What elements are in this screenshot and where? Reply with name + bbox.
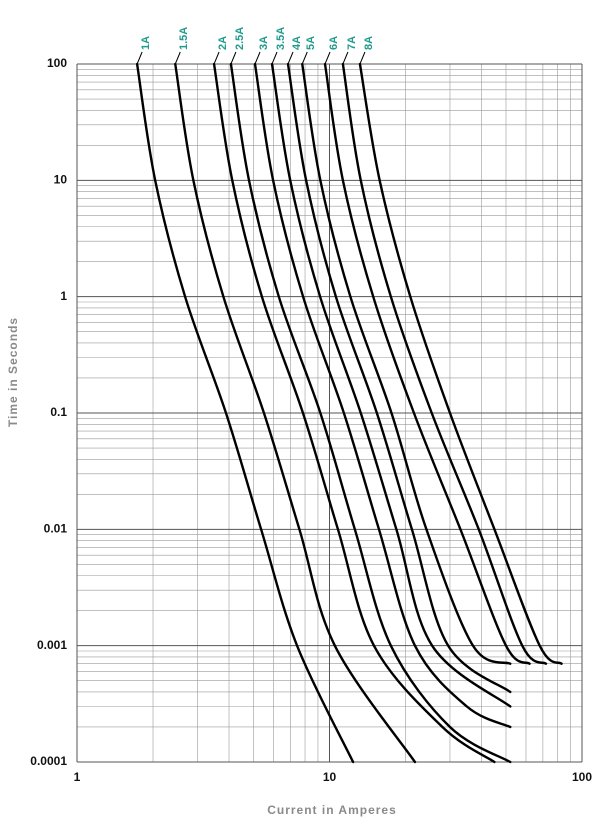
label-leader xyxy=(254,51,261,65)
fuse-curve xyxy=(253,62,512,729)
fuse-curve xyxy=(286,62,512,694)
label-leader xyxy=(342,51,349,65)
fuse-curve xyxy=(323,62,531,665)
series-label: 8A xyxy=(363,36,375,50)
fuse-curve xyxy=(341,62,548,665)
series-label: 5A xyxy=(305,36,317,50)
fuse-curve xyxy=(229,62,512,764)
x-tick-label: 10 xyxy=(323,770,337,784)
label-leader xyxy=(174,51,181,65)
fuse-curve xyxy=(212,62,496,764)
y-tick-label: 10 xyxy=(54,173,68,187)
label-leader xyxy=(324,51,331,65)
fuse-curve xyxy=(270,62,512,708)
series-label: 2A xyxy=(217,36,229,50)
label-leader xyxy=(287,51,294,65)
label-leader xyxy=(359,51,366,65)
series-label: 3A xyxy=(258,36,270,50)
label-leader xyxy=(213,51,220,65)
y-tick-label: 0.01 xyxy=(44,522,68,536)
label-leader xyxy=(271,51,278,65)
series-label: 1A xyxy=(140,36,152,50)
x-axis-title: Current in Amperes xyxy=(267,803,397,817)
series-label: 4A xyxy=(291,36,303,50)
x-tick-label: 100 xyxy=(572,770,592,784)
fuse-curve xyxy=(358,62,563,665)
x-tick-label: 1 xyxy=(74,770,81,784)
y-tick-label: 0.1 xyxy=(50,405,67,419)
fuse-curve xyxy=(174,62,417,764)
y-axis-title: Time in Seconds xyxy=(6,317,20,427)
y-tick-label: 1 xyxy=(60,289,67,303)
y-tick-label: 0.0001 xyxy=(30,754,67,768)
y-tick-label: 100 xyxy=(47,56,67,70)
label-leader xyxy=(301,51,308,65)
series-label: 1.5A xyxy=(178,27,190,50)
series-label: 2.5A xyxy=(234,27,246,50)
label-leader xyxy=(230,51,237,65)
y-tick-label: 0.001 xyxy=(37,638,67,652)
fuse-curve xyxy=(135,62,355,764)
label-leader xyxy=(136,51,143,65)
series-label: 6A xyxy=(328,36,340,50)
series-label: 7A xyxy=(346,36,358,50)
fuse-curve xyxy=(301,62,512,665)
series-label: 3.5A xyxy=(275,27,287,50)
